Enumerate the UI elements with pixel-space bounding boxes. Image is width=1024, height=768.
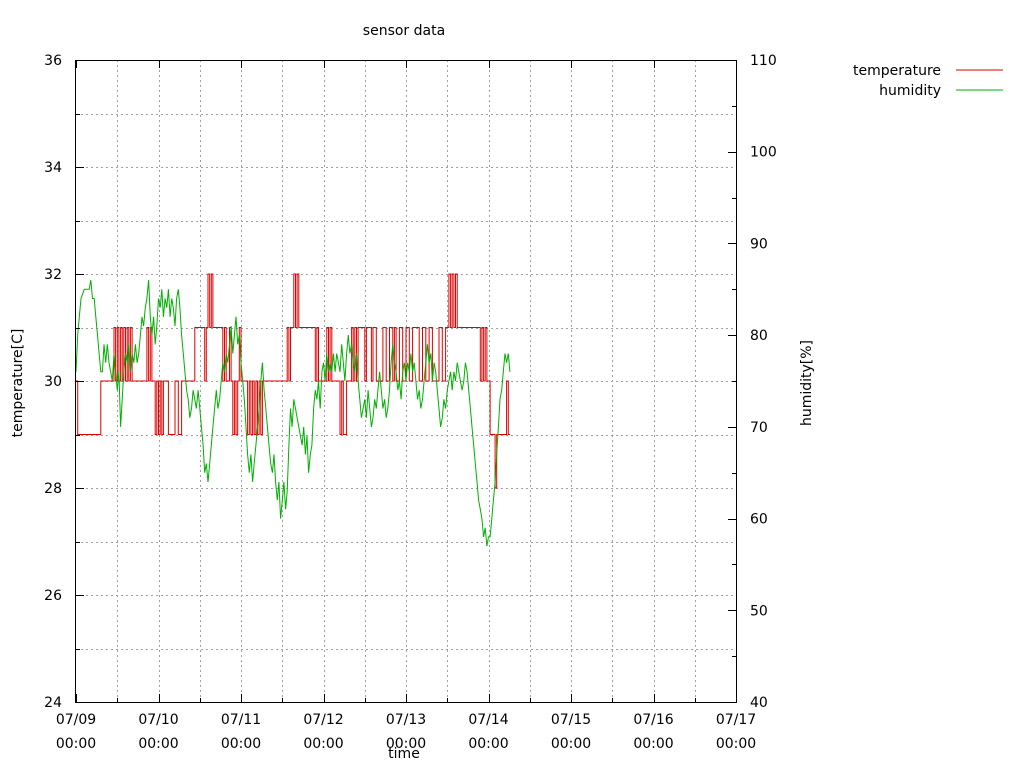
x-tick-label-date: 07/10 [138, 712, 178, 728]
y-left-tick-label: 28 [44, 481, 62, 497]
x-tick-label-time: 00:00 [56, 736, 96, 752]
y-right-tick-label: 110 [750, 53, 777, 69]
y-right-tick-label: 60 [750, 512, 768, 528]
grid-lines [76, 60, 736, 702]
y-right-tick-label: 50 [750, 603, 768, 619]
x-tick-label-time: 00:00 [138, 736, 178, 752]
x-tick-label-date: 07/09 [56, 712, 96, 728]
x-tick-label-time: 00:00 [716, 736, 756, 752]
y-left-tick-label: 30 [44, 374, 62, 390]
x-tick-label-date: 07/14 [468, 712, 508, 728]
y-right-tick-label: 70 [750, 420, 768, 436]
x-tick-label-time: 00:00 [221, 736, 261, 752]
x-tick-label-time: 00:00 [633, 736, 673, 752]
y-left-tick-label: 24 [44, 695, 62, 711]
axis-ticks [76, 60, 737, 703]
legend: temperature humidity [853, 63, 1003, 99]
legend-label-temperature: temperature [853, 63, 941, 79]
x-tick-label-date: 07/15 [551, 712, 591, 728]
y-right-tick-label: 100 [750, 145, 777, 161]
y-left-tick-label: 32 [44, 267, 62, 283]
chart-title: sensor data [363, 23, 445, 39]
y-right-tick-label: 80 [750, 328, 768, 344]
x-tick-label-time: 00:00 [303, 736, 343, 752]
x-tick-label-date: 07/11 [221, 712, 261, 728]
tick-labels: 07/09 00:00 07/10 00:00 07/11 00:00 07/12 00:00… [44, 53, 777, 752]
x-tick-label-time: 00:00 [551, 736, 591, 752]
y-left-tick-label: 26 [44, 588, 62, 604]
legend-label-humidity: humidity [879, 83, 941, 99]
y-axis-right-label: humidity[%] [799, 340, 815, 426]
x-tick-label-date: 07/16 [633, 712, 673, 728]
x-tick-label-date: 07/17 [716, 712, 756, 728]
x-tick-label-time: 00:00 [468, 736, 508, 752]
y-left-tick-label: 36 [44, 53, 62, 69]
series-lines [75, 273, 511, 547]
y-right-tick-label: 40 [750, 695, 768, 711]
x-axis-label: time [388, 746, 420, 762]
y-left-tick-label: 34 [44, 160, 62, 176]
x-tick-label-date: 07/13 [386, 712, 426, 728]
series-line-temperature [76, 273, 510, 489]
x-tick-label-date: 07/12 [303, 712, 343, 728]
series-line-humidity [75, 280, 511, 547]
x-tick-label-time: 00:00 [386, 736, 426, 752]
y-axis-left-label: temperature[C] [10, 329, 26, 438]
y-right-tick-label: 90 [750, 236, 768, 252]
